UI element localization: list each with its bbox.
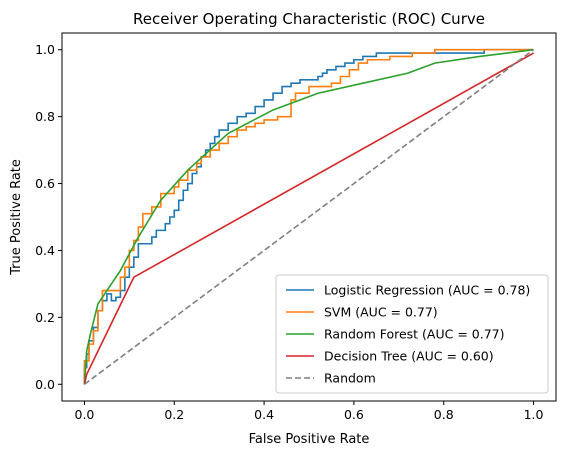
legend-label: Decision Tree (AUC = 0.60) — [324, 349, 494, 364]
legend-label: Logistic Regression (AUC = 0.78) — [324, 283, 530, 298]
y-tick-label: 1.0 — [35, 42, 55, 57]
y-tick-label: 0.6 — [35, 176, 55, 191]
plot-area — [83, 48, 535, 385]
series-line-2 — [83, 48, 534, 385]
series-line-4 — [83, 49, 535, 385]
legend-label: Random Forest (AUC = 0.77) — [324, 327, 505, 342]
x-tick-label: 0.6 — [344, 407, 364, 422]
y-tick-label: 0.8 — [35, 109, 55, 124]
y-tick-label: 0.2 — [35, 310, 55, 325]
x-tick-label: 0.2 — [164, 407, 184, 422]
x-axis-label: False Positive Rate — [249, 432, 370, 447]
plot-frame — [61, 32, 557, 402]
series-line-3 — [83, 52, 534, 385]
x-tick-label: 0.4 — [254, 407, 274, 422]
legend-label: Random — [324, 371, 376, 386]
x-tick-label: 0.0 — [75, 407, 95, 422]
y-tick-label: 0.4 — [35, 243, 55, 258]
y-tick-label: 0.0 — [35, 377, 55, 392]
legend: Logistic Regression (AUC = 0.78) SVM (AUC… — [275, 274, 549, 394]
y-axis-label: True Positive Rate — [9, 159, 24, 276]
x-tick-label: 1.0 — [524, 407, 544, 422]
legend-label: SVM (AUC = 0.77) — [324, 305, 438, 320]
chart-title: Receiver Operating Characteristic (ROC) … — [133, 10, 485, 28]
x-tick-label: 0.8 — [434, 407, 454, 422]
axes: 0.0 0.2 0.4 0.6 0.8 1.0 0.0 0.2 0.4 0.6 0.8 1.0 — [35, 32, 557, 422]
legend-box — [275, 274, 549, 394]
